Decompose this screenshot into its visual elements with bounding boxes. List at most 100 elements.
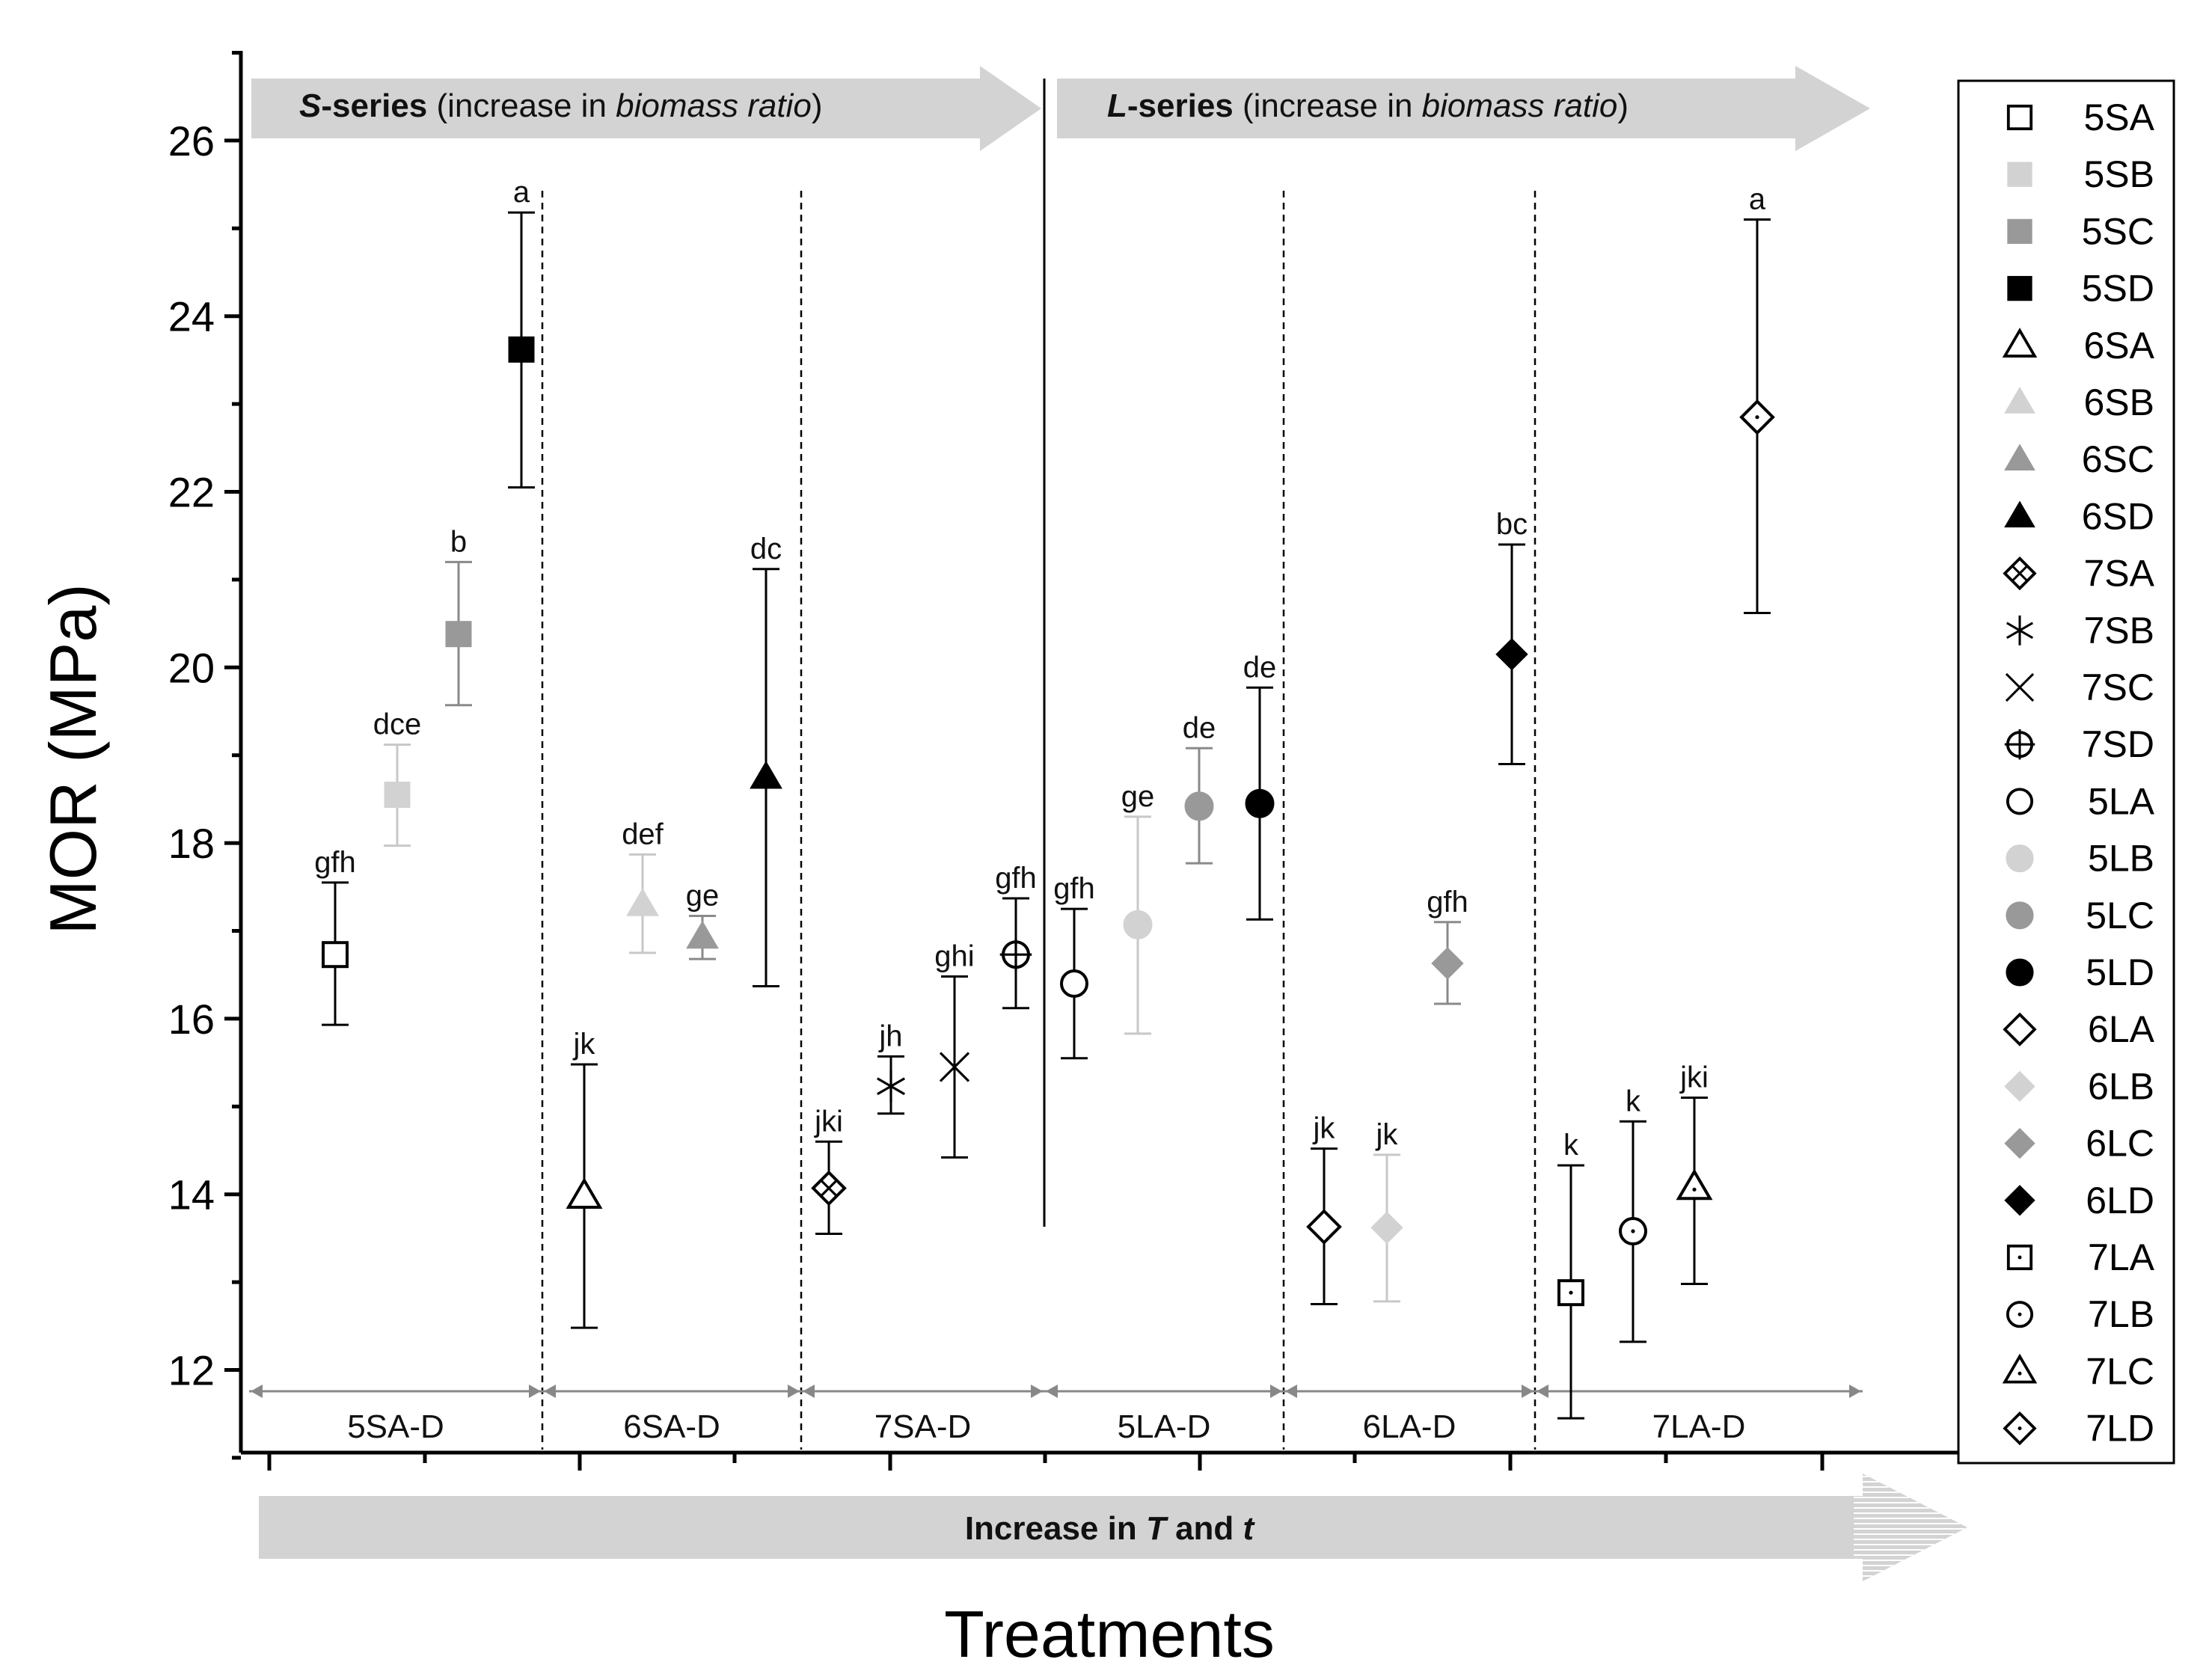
marker-5SB: [384, 782, 411, 809]
l-series-label: L-series (increase in biomass ratio): [1107, 88, 1629, 124]
letter-5SB: dce: [373, 708, 422, 741]
marker-5LC: [1184, 791, 1214, 821]
legend-marker-5SC: [2007, 218, 2032, 245]
y-tick-label: 22: [168, 469, 215, 516]
marker-5LB: [1123, 910, 1153, 939]
letter-7LB: k: [1626, 1085, 1641, 1117]
marker-6LA: [1306, 1209, 1342, 1245]
legend-marker-7SB: [2006, 615, 2034, 646]
letter-7LC: jki: [1679, 1061, 1709, 1094]
group-bar-arrowhead: [788, 1385, 800, 1398]
marker-7LC: [1676, 1168, 1713, 1201]
legend-marker-6SC: [2004, 444, 2035, 470]
marker-5SA: [322, 941, 349, 969]
legend-label-6LA: 6LA: [2088, 1008, 2155, 1050]
legend-label-7SB: 7SB: [2083, 610, 2154, 651]
letter-5LB: ge: [1121, 780, 1155, 813]
legend-marker-6SB: [2004, 387, 2035, 414]
legend-marker-7LD: [2003, 1411, 2037, 1446]
marker-7SD: [999, 938, 1032, 971]
letter-7LA: k: [1563, 1129, 1579, 1162]
legend-label-5SB: 5SB: [2083, 153, 2154, 195]
legend-label-7SC: 7SC: [2082, 666, 2154, 708]
group-label: 5LA-D: [1118, 1408, 1211, 1445]
arrow-hatch: [1854, 1476, 1965, 1577]
legend-label-5LD: 5LD: [2086, 951, 2154, 993]
legend-box: [1957, 79, 2175, 1465]
letter-6LD: bc: [1496, 508, 1528, 541]
marker-7LA: [1557, 1279, 1584, 1307]
group-bar-arrowhead: [1849, 1385, 1861, 1398]
increase-arrow-label: Increase in T and t: [965, 1510, 1256, 1547]
legend-marker-7LA: [2006, 1244, 2033, 1271]
legend-label-5LC: 5LC: [2086, 895, 2154, 936]
legend-marker-7LB: [2006, 1301, 2034, 1328]
marker-6LC: [1431, 947, 1464, 980]
legend: 5SA 5SB 5SC 5SD 6SA 6SB 6SC 6SD 7SA 7SB 7SC 7SD 5LA 5…: [1957, 79, 2175, 1465]
legend-label-5SA: 5SA: [2083, 96, 2154, 138]
group-label: 6SA-D: [623, 1408, 720, 1445]
legend-label-7SD: 7SD: [2082, 723, 2154, 765]
letter-6LA: jk: [1313, 1112, 1336, 1145]
letter-5LA: gfh: [1053, 872, 1095, 905]
marker-6SC: [686, 920, 719, 949]
y-tick-label: 12: [168, 1347, 215, 1394]
group-label: 7SA-D: [874, 1408, 972, 1445]
letter-7SC: ghi: [934, 940, 974, 973]
x-axis-label: Treatments: [944, 1597, 1275, 1671]
legend-marker-5LA: [2006, 788, 2034, 815]
data-markers: [322, 336, 1775, 1307]
y-axis-label: MOR (MPa): [36, 583, 110, 934]
letter-6LB: jk: [1376, 1118, 1399, 1151]
group-dividers: [541, 79, 1537, 1450]
group-bar-arrowhead: [1046, 1385, 1058, 1398]
marker-6LB: [1370, 1211, 1403, 1245]
increase-arrow-shape: [259, 1474, 1967, 1581]
legend-label-7LB: 7LB: [2088, 1293, 2154, 1335]
letter-5SD: a: [513, 176, 530, 209]
legend-label-6SA: 6SA: [2083, 325, 2154, 367]
series-banners: S-series (increase in biomass ratio) L-s…: [251, 66, 1870, 151]
legend-label-6LC: 6LC: [2086, 1123, 2154, 1165]
group-bar-arrowhead: [803, 1385, 815, 1398]
marker-5SC: [445, 621, 472, 648]
legend-label-7LA: 7LA: [2088, 1236, 2155, 1278]
group-bar-arrowhead: [1537, 1385, 1548, 1398]
legend-label-6SD: 6SD: [2082, 495, 2154, 537]
group-label: 5SA-D: [347, 1408, 444, 1445]
legend-label-5LB: 5LB: [2088, 838, 2154, 880]
marker-5LA: [1060, 969, 1088, 998]
group-bar-arrowhead: [529, 1385, 541, 1398]
legend-label-6LB: 6LB: [2088, 1065, 2154, 1107]
group-bar-arrowhead: [251, 1385, 263, 1398]
legend-marker-5LD: [2006, 958, 2034, 987]
legend-label-5SD: 5SD: [2082, 268, 2154, 310]
legend-marker-5LC: [2006, 901, 2034, 930]
letter-7SD: gfh: [995, 862, 1037, 895]
marker-7SC: [939, 1052, 970, 1082]
group-label: 6LA-D: [1363, 1408, 1456, 1445]
letter-6SA: jk: [573, 1028, 596, 1061]
letter-6SB: def: [622, 818, 664, 850]
letter-6SC: ge: [686, 880, 720, 913]
marker-5SD: [508, 336, 535, 363]
marker-7LD: [1739, 399, 1775, 435]
marker-6LD: [1495, 637, 1528, 671]
legend-marker-6LA: [2003, 1012, 2037, 1046]
legend-marker-7SC: [2005, 672, 2035, 702]
y-tick-label: 16: [168, 996, 215, 1043]
legend-label-6SB: 6SB: [2083, 381, 2154, 423]
legend-marker-6SA: [2002, 328, 2038, 358]
s-series-label: S-series (increase in biomass ratio): [299, 88, 822, 124]
letter-5LC: de: [1183, 711, 1216, 744]
letter-7SB: jh: [878, 1020, 902, 1052]
l-series-arrow: [1057, 66, 1870, 151]
legend-label-5LA: 5LA: [2088, 780, 2155, 822]
legend-label-5SC: 5SC: [2082, 210, 2154, 252]
group-bar-arrowhead: [544, 1385, 556, 1398]
group-bar-arrowhead: [1270, 1385, 1282, 1398]
group-range-bar: 5SA-D 6SA-D 7SA-D 5LA-D 6LA-D 7LA-D: [249, 1385, 1863, 1445]
group-bar-arrowhead: [1031, 1385, 1043, 1398]
